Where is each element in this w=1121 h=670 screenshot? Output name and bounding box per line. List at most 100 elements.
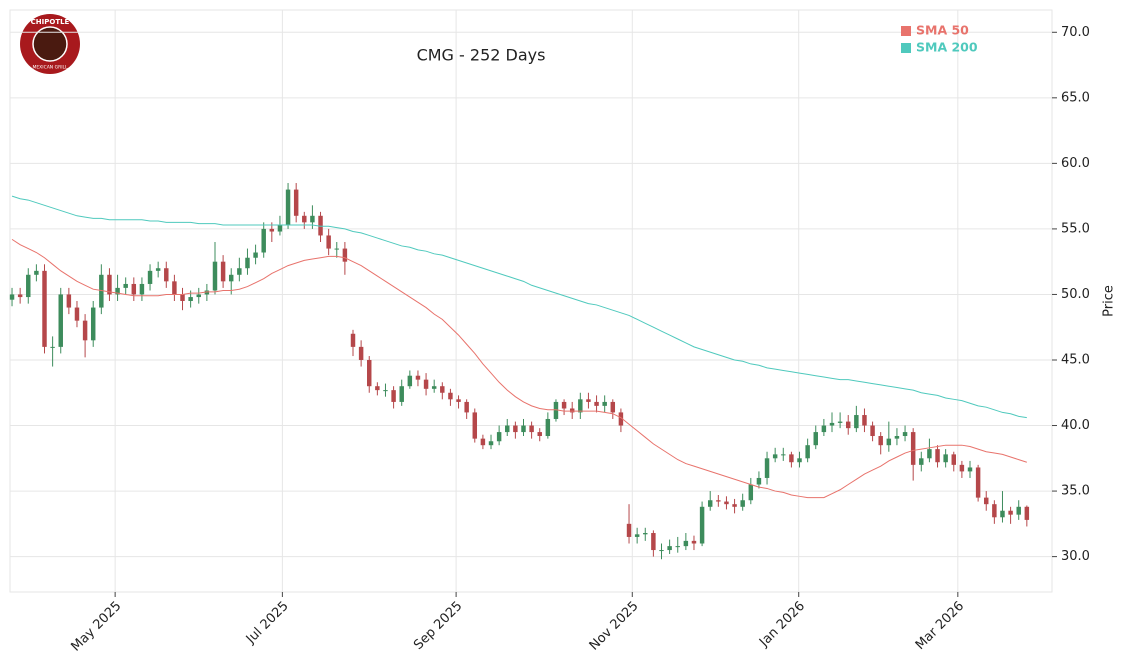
candle-body [553, 401, 559, 419]
candle-body [910, 432, 916, 465]
candle-body [789, 454, 794, 463]
candle-body [748, 484, 754, 501]
candle-body [204, 290, 210, 295]
candle-body [180, 294, 185, 301]
candle-body [992, 504, 997, 518]
sma-line [11, 238, 1027, 499]
candle-body [821, 425, 827, 433]
y-tick-label: 35.0 [1061, 484, 1090, 499]
candle-body [131, 283, 137, 295]
candle-body [764, 458, 770, 478]
candle-body [578, 399, 583, 413]
y-tick-label: 30.0 [1061, 549, 1090, 564]
candle-body [383, 390, 388, 392]
legend-label: SMA 200 [916, 40, 978, 55]
candle-body [561, 401, 567, 409]
candle-body [659, 550, 664, 552]
logo-top-text: CHIPOTLE [31, 18, 70, 26]
candle-body [155, 268, 161, 271]
candle-body [310, 215, 315, 223]
candle-body [139, 283, 145, 295]
candle-body [164, 268, 169, 282]
candle-body [862, 415, 867, 426]
y-axis-label: Price [1102, 285, 1117, 317]
candle-body [1008, 510, 1013, 515]
candle-body [586, 399, 591, 402]
candle-body [9, 294, 15, 300]
x-tick-label: Jul 2025 [243, 599, 292, 648]
legend: SMA 50 SMA 200 [901, 23, 978, 55]
candle-body [318, 215, 323, 236]
candle-body [781, 454, 786, 456]
candle-body [58, 294, 63, 347]
candle-body [440, 386, 445, 393]
candle-body [261, 228, 266, 253]
candle-body [188, 297, 193, 301]
legend-label: SMA 50 [916, 23, 969, 38]
candle-body [334, 248, 339, 250]
plot-area [9, 9, 1053, 593]
candle-body [716, 500, 721, 502]
candle-body [975, 467, 981, 498]
candle-body [772, 454, 778, 459]
candle-body [927, 449, 932, 459]
candle-body [699, 506, 705, 544]
candle-body [634, 534, 640, 537]
candle-body [99, 274, 104, 308]
candle-body [26, 274, 31, 298]
candle-body [302, 215, 307, 223]
candle-body [529, 425, 534, 433]
candle-body [456, 399, 461, 402]
candle-body [505, 425, 510, 433]
candle-body [919, 458, 924, 465]
candle-body [391, 390, 396, 402]
candle-body [269, 228, 275, 232]
candle-body [496, 432, 502, 442]
candle-body [253, 252, 258, 258]
y-tick-label: 50.0 [1061, 287, 1090, 302]
candle-body [123, 283, 128, 288]
candle-body [82, 320, 88, 341]
candle-body [285, 189, 291, 225]
candle-body [602, 401, 607, 406]
sma-line [11, 195, 1027, 419]
candle-body [237, 268, 242, 275]
candle-body [74, 307, 80, 321]
candle-body [537, 432, 542, 437]
y-tick-label: 70.0 [1061, 25, 1090, 40]
candle-body [212, 261, 218, 291]
candle-body [448, 392, 453, 400]
candle-body [326, 235, 331, 249]
y-tick-label: 40.0 [1061, 418, 1090, 433]
candle-body [107, 274, 112, 295]
candle-body [50, 346, 55, 348]
candle-body [407, 375, 413, 387]
candle-body [845, 421, 851, 429]
candle-body [1016, 506, 1021, 515]
candle-body [431, 386, 437, 389]
candle-body [959, 464, 965, 472]
candle-body [423, 379, 429, 389]
candle-body [594, 401, 599, 406]
x-tick-label: Mar 2026 [913, 599, 967, 653]
candle-body [967, 467, 973, 472]
candle-body [805, 445, 810, 459]
candle-body [643, 533, 648, 535]
logo-bottom-text: MEXICAN GRILL [32, 65, 68, 71]
candle-body [115, 287, 120, 295]
candle-body [878, 436, 883, 446]
candle-body [293, 189, 299, 216]
candle-body [17, 294, 23, 298]
candle-body [342, 248, 348, 262]
candle-body [350, 333, 356, 347]
candle-body [415, 375, 421, 380]
candle-body [667, 546, 672, 551]
candle-body [610, 401, 616, 413]
candle-body [66, 294, 72, 308]
candle-body [464, 401, 469, 413]
candle-body [732, 504, 737, 507]
candle-body [837, 421, 843, 423]
chart-title: CMG - 252 Days [417, 46, 546, 65]
candle-body [707, 500, 713, 507]
